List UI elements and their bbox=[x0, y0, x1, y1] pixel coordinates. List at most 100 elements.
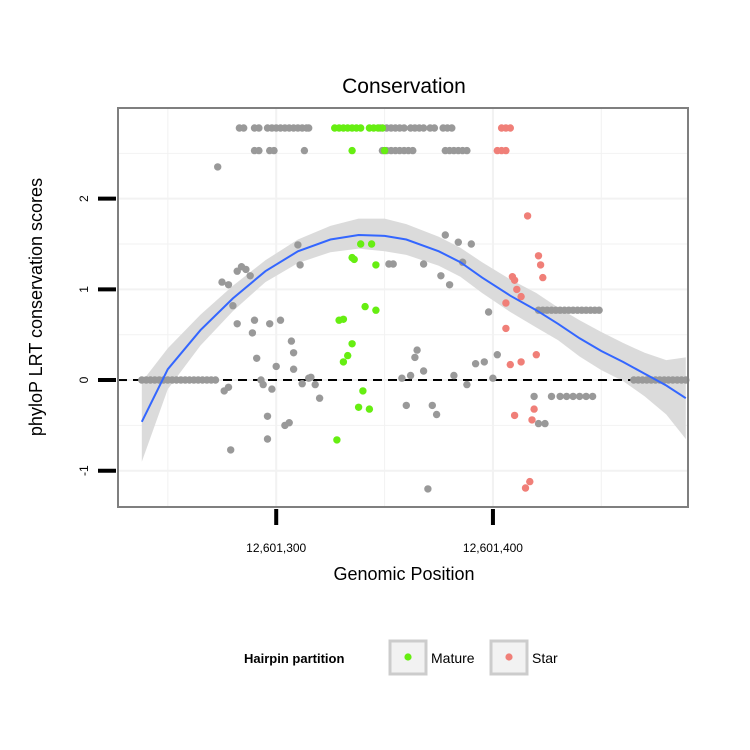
data-point bbox=[263, 435, 272, 443]
data-point bbox=[547, 392, 556, 401]
data-point-star bbox=[528, 416, 536, 424]
data-point bbox=[272, 362, 280, 371]
legend: Hairpin partition Mature Star bbox=[244, 639, 558, 676]
data-point bbox=[400, 124, 408, 132]
data-point bbox=[296, 261, 304, 269]
data-point-star bbox=[521, 484, 530, 492]
data-point-star bbox=[510, 276, 519, 284]
data-point bbox=[463, 380, 471, 389]
data-point bbox=[240, 124, 248, 132]
data-point bbox=[595, 306, 603, 314]
data-point bbox=[224, 281, 233, 289]
data-point bbox=[411, 353, 419, 362]
data-point bbox=[268, 385, 276, 393]
data-point bbox=[270, 146, 278, 155]
data-point-star bbox=[523, 212, 532, 220]
data-point bbox=[424, 485, 432, 493]
data-point-star bbox=[532, 351, 540, 359]
confidence-band bbox=[141, 218, 686, 462]
data-point-mature bbox=[350, 255, 358, 264]
y-tick-label: 1 bbox=[77, 286, 91, 293]
data-point bbox=[445, 281, 454, 289]
data-point bbox=[402, 401, 410, 410]
data-point bbox=[484, 308, 493, 316]
data-point bbox=[493, 351, 501, 359]
data-point bbox=[224, 383, 233, 391]
data-point bbox=[582, 392, 590, 401]
data-point bbox=[214, 163, 222, 171]
data-point bbox=[233, 320, 241, 328]
data-point-mature bbox=[333, 436, 341, 444]
data-point-mature bbox=[339, 358, 348, 366]
data-point-mature bbox=[357, 124, 365, 132]
data-point-mature bbox=[365, 405, 374, 413]
data-point bbox=[389, 260, 397, 268]
data-point bbox=[467, 240, 475, 248]
x-axis-title: Genomic Position bbox=[333, 564, 474, 584]
chart-title: Conservation bbox=[342, 75, 466, 98]
data-point bbox=[432, 410, 441, 419]
data-point bbox=[409, 146, 417, 155]
y-tick-label: -1 bbox=[77, 465, 91, 476]
data-point bbox=[242, 265, 250, 274]
data-point bbox=[471, 360, 480, 368]
panel-border bbox=[117, 107, 689, 508]
data-point bbox=[450, 371, 458, 380]
data-point bbox=[428, 401, 436, 410]
smooth-line bbox=[140, 233, 687, 423]
data-point bbox=[250, 316, 259, 324]
data-point-mature bbox=[367, 240, 376, 248]
data-point bbox=[289, 365, 298, 373]
data-point-star bbox=[502, 299, 510, 307]
legend-label-mature: Mature bbox=[431, 650, 475, 666]
data-point bbox=[315, 394, 324, 402]
data-point-mature bbox=[372, 261, 380, 269]
smooth-line-layer bbox=[140, 233, 687, 423]
data-point bbox=[255, 146, 263, 155]
confidence-band-layer bbox=[141, 218, 686, 462]
data-point-star bbox=[526, 477, 534, 486]
data-point bbox=[287, 337, 296, 345]
data-point-mature bbox=[372, 306, 380, 314]
data-point bbox=[562, 392, 571, 401]
data-point bbox=[454, 238, 462, 246]
data-point bbox=[556, 392, 564, 401]
data-point bbox=[569, 392, 577, 401]
data-point bbox=[437, 272, 445, 280]
data-point bbox=[430, 124, 439, 132]
y-axis-title: phyloP LRT conservation scores bbox=[26, 178, 46, 436]
y-tick-label: 2 bbox=[77, 195, 91, 202]
data-point bbox=[307, 373, 315, 381]
data-point-star bbox=[534, 252, 543, 260]
data-point bbox=[263, 412, 272, 420]
x-tick-label: 12,601,300 bbox=[246, 541, 306, 555]
data-point-mature bbox=[354, 403, 363, 411]
legend-item-star: Star bbox=[489, 639, 558, 676]
data-point-star bbox=[502, 146, 510, 155]
data-point bbox=[253, 354, 261, 362]
data-point bbox=[285, 419, 293, 427]
data-point bbox=[229, 302, 237, 310]
x-axis: 12,601,300 12,601,400 bbox=[246, 509, 523, 555]
data-point-star bbox=[539, 273, 547, 282]
data-point bbox=[289, 349, 298, 357]
legend-item-mature: Mature bbox=[388, 639, 475, 676]
data-point bbox=[298, 380, 306, 388]
data-point bbox=[255, 124, 263, 132]
data-point bbox=[398, 374, 406, 382]
data-point bbox=[300, 146, 309, 155]
data-point-mature bbox=[344, 351, 352, 360]
data-points bbox=[138, 124, 690, 493]
legend-dot-star bbox=[505, 653, 513, 661]
data-point bbox=[311, 380, 319, 389]
data-point bbox=[480, 358, 488, 366]
data-point-mature bbox=[361, 302, 369, 311]
legend-dot-mature bbox=[404, 653, 412, 661]
data-point bbox=[406, 371, 415, 380]
data-point bbox=[413, 346, 421, 354]
data-point-star bbox=[513, 285, 521, 294]
data-point bbox=[259, 380, 267, 389]
data-point-star bbox=[517, 358, 525, 366]
data-point-mature bbox=[348, 340, 356, 348]
